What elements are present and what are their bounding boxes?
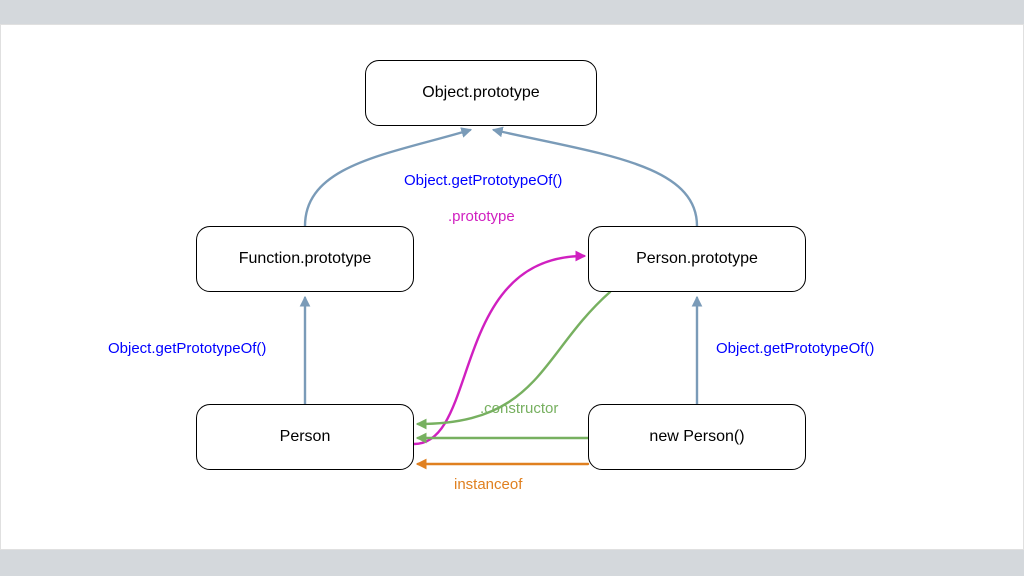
edge-label-instanceof: instanceof xyxy=(454,476,522,493)
edge-label-getProto_top: Object.getPrototypeOf() xyxy=(404,172,562,189)
edge-label-constructor: .constructor xyxy=(480,400,558,417)
node-person: Person xyxy=(196,404,414,470)
edge-label-prototype: .prototype xyxy=(448,208,515,225)
node-label: Person xyxy=(280,427,331,446)
node-new-person: new Person() xyxy=(588,404,806,470)
node-function-prototype: Function.prototype xyxy=(196,226,414,292)
node-person-prototype: Person.prototype xyxy=(588,226,806,292)
node-label: Object.prototype xyxy=(422,83,539,102)
node-label: Function.prototype xyxy=(239,249,372,268)
diagram-canvas: Object.prototype Function.prototype Person… xyxy=(0,24,1024,550)
node-label: new Person() xyxy=(649,427,744,446)
node-object-prototype: Object.prototype xyxy=(365,60,597,126)
node-label: Person.prototype xyxy=(636,249,758,268)
edge-label-getProto_left: Object.getPrototypeOf() xyxy=(108,340,266,357)
edge-label-getProto_right: Object.getPrototypeOf() xyxy=(716,340,874,357)
